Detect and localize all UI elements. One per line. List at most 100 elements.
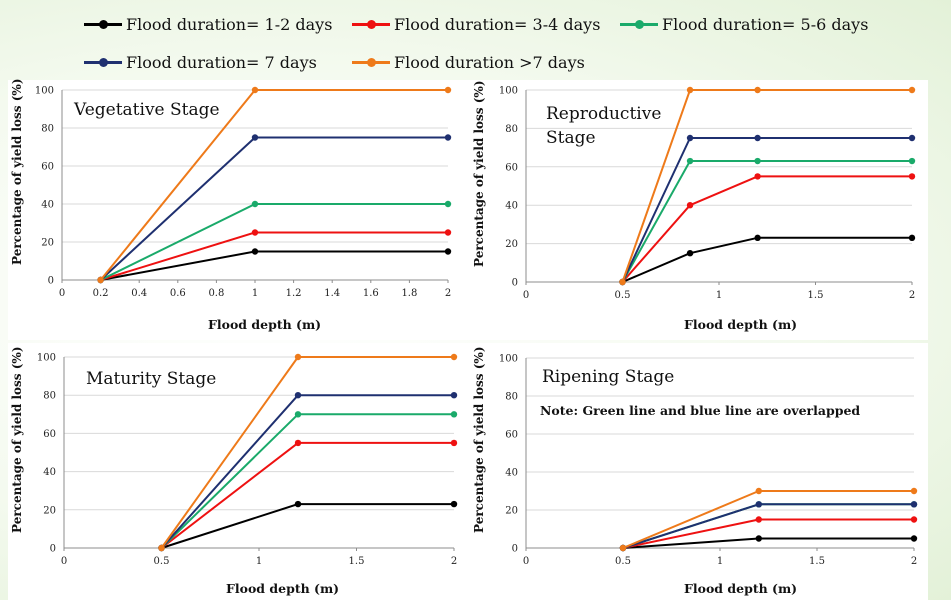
x-tick-label: 1.6 — [363, 288, 379, 299]
data-point — [908, 86, 916, 94]
y-tick-label: 60 — [43, 429, 56, 440]
data-point — [294, 353, 302, 361]
y-tick-label: 100 — [37, 353, 56, 364]
series-line — [621, 160, 912, 283]
x-axis-label: Flood depth (m) — [208, 317, 322, 332]
data-point — [450, 411, 458, 418]
data-point — [908, 234, 916, 242]
data-point — [686, 202, 694, 209]
chart-plot-area: 0 20 40 60 80 100 0 0.2 0.4 0.6 0.8 1 1.2 1.4 1.6 1.8 2 — [35, 86, 452, 299]
chart-plot-area: 0 20 40 60 80 100 0 0.5 1 1.5 2 — [499, 354, 918, 567]
x-tick-label: 0 — [523, 290, 529, 301]
x-tick-label: 1 — [716, 290, 722, 301]
y-tick-label: 80 — [41, 124, 54, 135]
data-point — [754, 134, 761, 142]
data-point — [686, 250, 694, 257]
legend-item-7-days: Flood duration= 7 days — [84, 50, 317, 74]
data-point — [294, 392, 302, 399]
chart-plot-area: 0 20 40 60 80 100 0 0.5 1 1.5 2 — [499, 86, 916, 301]
x-axis-label: Flood depth (m) — [684, 317, 798, 332]
chart-ripening-stage: 0 20 40 60 80 100 0 0.5 1 1.5 2 Ripening Stage Not… — [470, 343, 928, 600]
x-tick-label: 1 — [252, 288, 258, 299]
y-tick-label: 20 — [505, 239, 518, 250]
y-axis-label: Percentage of yield loss (%) — [10, 346, 24, 534]
series-line — [161, 503, 454, 549]
chart-note: Note: Green line and blue line are overl… — [540, 403, 861, 418]
data-point — [251, 200, 259, 208]
x-tick-label: 0.5 — [615, 290, 631, 301]
x-tick-label: 1 — [256, 556, 262, 567]
data-point — [294, 500, 302, 508]
y-tick-label: 80 — [43, 391, 56, 402]
chart-title-line-1: Reproductive — [546, 104, 662, 124]
series-line — [622, 503, 914, 549]
series-line — [621, 175, 912, 283]
data-point — [755, 487, 762, 495]
x-tick-label: 0.4 — [131, 288, 147, 299]
y-tick-label: 0 — [50, 544, 56, 555]
data-point — [251, 229, 259, 236]
series-line — [160, 413, 454, 549]
legend-swatch — [84, 57, 122, 67]
data-point — [908, 173, 916, 180]
data-point — [755, 535, 762, 542]
chart-reproductive-stage: 0 20 40 60 80 100 0 0.5 1 1.5 2 Reproductive Stage… — [470, 80, 928, 340]
data-point — [294, 439, 302, 447]
data-point — [908, 134, 916, 142]
y-axis-label: Percentage of yield loss (%) — [10, 78, 24, 266]
x-tick-label: 1.5 — [808, 290, 824, 301]
data-point — [450, 500, 458, 508]
y-tick-label: 0 — [48, 276, 54, 287]
y-tick-label: 60 — [41, 162, 54, 173]
y-tick-label: 40 — [505, 468, 518, 479]
series-line — [621, 137, 912, 283]
legend-item-over-7-days: Flood duration >7 days — [352, 50, 585, 74]
chart-title: Maturity Stage — [86, 369, 217, 389]
x-tick-label: 2 — [911, 556, 917, 567]
x-axis-label: Flood depth (m) — [226, 581, 340, 596]
data-point — [97, 276, 104, 284]
data-point — [158, 544, 165, 552]
data-point — [619, 278, 626, 286]
data-point — [251, 86, 259, 94]
series-line — [100, 231, 448, 281]
x-tick-label: 0.6 — [170, 288, 186, 299]
x-tick-label: 1.2 — [286, 288, 302, 299]
data-point — [754, 173, 761, 180]
y-tick-label: 40 — [43, 467, 56, 478]
y-tick-label: 40 — [41, 200, 54, 211]
legend-swatch — [620, 19, 658, 29]
legend-label: Flood duration= 3-4 days — [394, 14, 601, 34]
series-line — [622, 503, 914, 549]
data-point — [450, 439, 458, 447]
data-point — [619, 544, 627, 552]
data-point — [755, 501, 762, 508]
series-line — [622, 236, 912, 283]
data-point — [444, 248, 452, 255]
x-tick-label: 2 — [909, 290, 915, 301]
x-tick-label: 2 — [445, 288, 451, 299]
y-tick-label: 20 — [505, 506, 518, 517]
legend-item-5-6-days: Flood duration= 5-6 days — [620, 12, 868, 36]
x-tick-label: 0.2 — [93, 288, 109, 299]
legend-swatch — [84, 19, 122, 29]
data-point — [686, 157, 694, 165]
data-point — [910, 501, 918, 508]
x-tick-label: 0.5 — [154, 556, 170, 567]
data-point — [908, 157, 916, 165]
x-tick-label: 0.5 — [615, 556, 631, 567]
legend-item-1-2-days: Flood duration= 1-2 days — [84, 12, 332, 36]
data-point — [444, 200, 452, 208]
legend-swatch — [352, 57, 390, 67]
y-tick-label: 80 — [505, 124, 518, 135]
chart-vegetative-stage: 0 20 40 60 80 100 0 0.2 0.4 0.6 0.8 1 1.2 1.4 1.6 1.8 2 … — [8, 78, 470, 340]
data-point — [251, 248, 259, 255]
x-tick-label: 1.8 — [401, 288, 417, 299]
series-line — [100, 250, 448, 281]
data-point — [686, 86, 694, 94]
data-point — [444, 134, 452, 141]
y-tick-label: 20 — [43, 505, 56, 516]
series-line — [160, 441, 454, 549]
data-point — [444, 229, 452, 236]
